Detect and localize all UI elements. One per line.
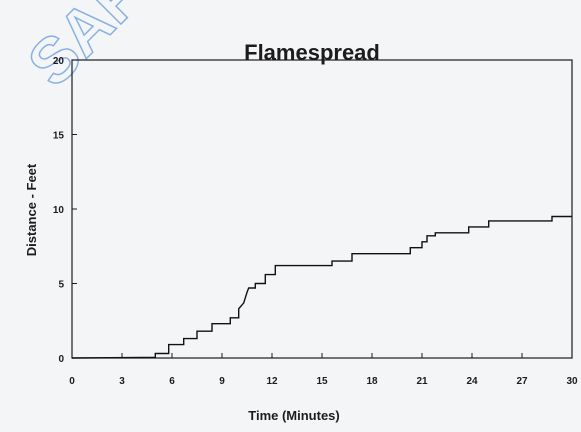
flamespread-series-line xyxy=(71,215,572,359)
x-tick-label: 6 xyxy=(169,376,175,387)
plot-frame xyxy=(71,59,573,359)
chart-title: Flamespread xyxy=(244,40,380,65)
y-tick-label: 5 xyxy=(58,280,64,291)
x-tick-label: 0 xyxy=(69,376,75,387)
x-tick-label: 21 xyxy=(416,376,428,387)
x-tick-label: 18 xyxy=(366,376,378,387)
x-tick-label: 3 xyxy=(119,376,125,387)
watermark-stamp: SAFE xyxy=(14,0,186,100)
x-tick-label: 9 xyxy=(219,376,225,387)
x-tick-label: 15 xyxy=(316,376,328,387)
x-tick-label: 30 xyxy=(566,376,578,387)
y-axis-label: Distance - Feet xyxy=(24,163,39,256)
y-tick-label: 20 xyxy=(53,56,65,67)
x-axis-label: Time (Minutes) xyxy=(248,408,340,423)
x-tick-label: 24 xyxy=(466,376,478,387)
y-tick-label: 0 xyxy=(58,354,64,365)
x-tick-label: 27 xyxy=(516,376,528,387)
axis-ticks: 0 3 6 9 12 15 18 21 24 27 30 0 5 10 15 20 xyxy=(53,56,578,387)
y-tick-label: 15 xyxy=(53,131,65,142)
y-tick-label: 10 xyxy=(53,205,65,216)
x-tick-label: 12 xyxy=(266,376,278,387)
